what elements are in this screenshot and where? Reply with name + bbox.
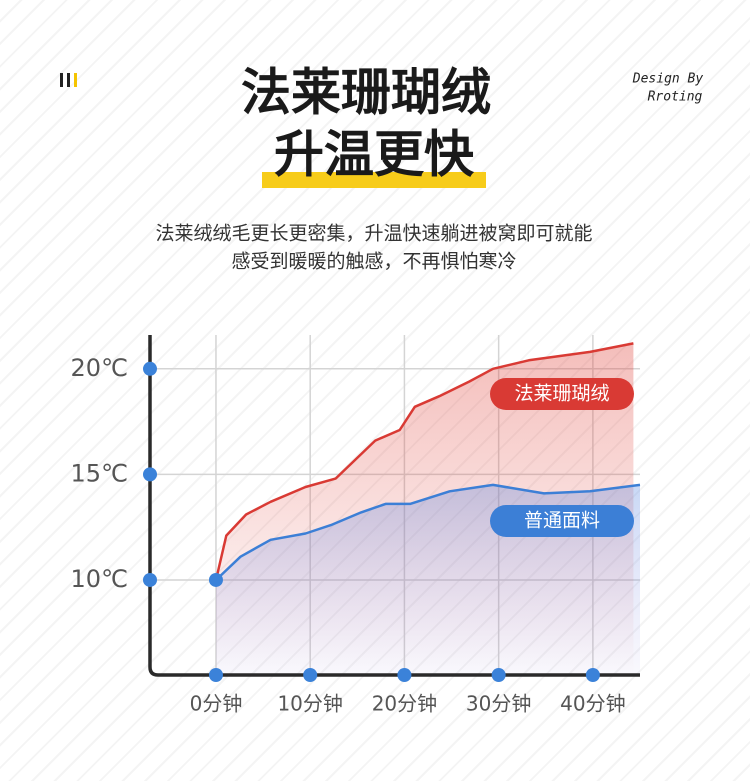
y-tick-label: 20℃ (71, 354, 129, 382)
icon-bar (67, 73, 70, 87)
credit: Rroting (648, 90, 703, 105)
x-tick-label: 20分钟 (372, 692, 437, 716)
tick-dot (491, 668, 506, 682)
tick-dot (585, 668, 600, 682)
tick-dot (143, 467, 157, 482)
start-dot (208, 572, 223, 587)
x-tick-label: 30分钟 (466, 692, 531, 716)
line (215, 483, 641, 581)
legend-pill (490, 378, 634, 410)
tick-dot (143, 572, 157, 587)
x-tick-label: 40分钟 (560, 692, 625, 716)
tick-dot (303, 668, 318, 682)
legend-label: 普通面料 (524, 510, 600, 532)
tick-dot (397, 668, 412, 682)
legend-label: 法莱珊瑚绒 (514, 383, 609, 405)
tick-dot (208, 668, 223, 682)
x-tick-label: 10分钟 (277, 692, 342, 716)
title: 法莱珊瑚绒 (241, 64, 491, 122)
title: 升温更快 (274, 126, 475, 184)
x-tick-label: 0分钟 (190, 692, 243, 716)
y-tick-label: 10℃ (71, 565, 129, 593)
credit: Design By (632, 72, 704, 87)
axis (148, 335, 640, 677)
line (214, 342, 634, 581)
highlight (262, 172, 486, 188)
y-tick-label: 15℃ (71, 459, 129, 487)
icon-bar (74, 73, 77, 87)
icon-bar (60, 73, 63, 87)
description: 法莱绒绒毛更长更密集，升温快速躺进被窝即可就能 (155, 223, 592, 245)
tick-dot (143, 361, 157, 376)
legend-pill (490, 505, 634, 537)
description: 感受到暖暖的触感，不再惧怕寒冷 (231, 251, 516, 273)
